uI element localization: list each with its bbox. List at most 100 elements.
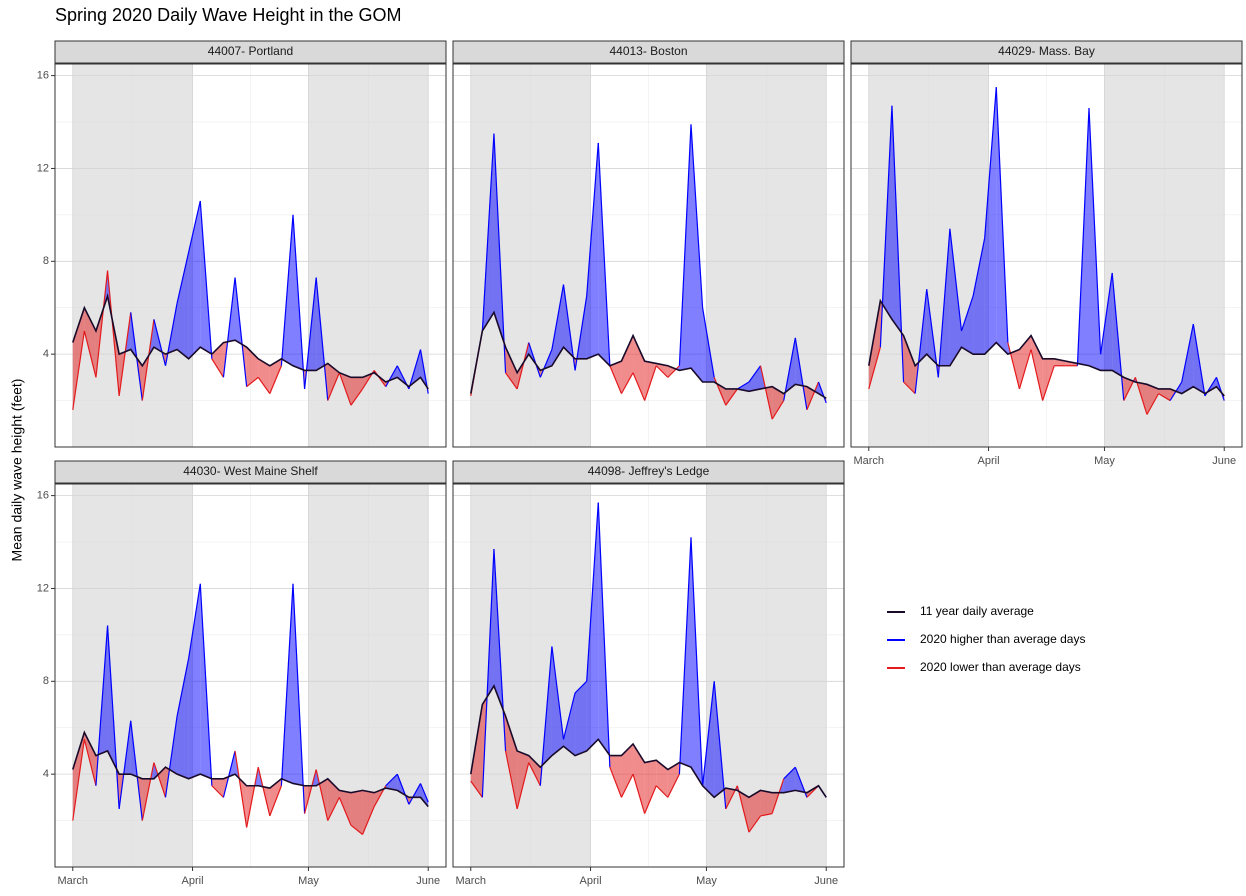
difference-area	[621, 335, 634, 394]
difference-area	[505, 347, 518, 389]
difference-area	[385, 774, 398, 791]
line-2020	[385, 773, 398, 787]
y-tick-label: 16	[37, 70, 49, 82]
line-2020	[315, 277, 329, 401]
difference-area	[1054, 358, 1066, 366]
difference-area	[903, 335, 916, 394]
line-2020	[269, 365, 282, 394]
line-2020	[153, 319, 167, 366]
strip-title: 44030- West Maine Shelf	[183, 464, 318, 478]
line-2020	[246, 376, 259, 388]
line-2020	[972, 237, 986, 297]
difference-area	[783, 767, 796, 793]
difference-area	[327, 363, 340, 401]
difference-area	[973, 238, 985, 355]
line-2020	[586, 502, 599, 682]
line-2020	[891, 105, 905, 383]
line-2020	[505, 372, 518, 390]
difference-area	[748, 790, 761, 833]
line-2020	[879, 105, 893, 348]
line-2020	[83, 739, 97, 786]
line-2020	[868, 347, 881, 390]
strip	[452, 40, 845, 64]
line-2020	[620, 773, 634, 798]
line-2020	[481, 548, 495, 798]
line-2020	[106, 625, 120, 810]
line-2020	[1076, 108, 1090, 366]
line-2020	[736, 785, 750, 833]
line-2020	[771, 400, 785, 420]
strip-title: 44029- Mass. Bay	[998, 44, 1095, 58]
line-2020	[539, 646, 553, 786]
x-tick-label: April	[580, 875, 602, 887]
line-2020	[269, 785, 282, 817]
x-tick-label: April	[978, 455, 1000, 467]
line-2020	[949, 228, 963, 332]
line-2020	[470, 780, 483, 798]
line-2020	[361, 806, 375, 835]
line-2020	[176, 657, 190, 717]
line-2020	[72, 739, 85, 821]
line-2020	[903, 381, 916, 395]
line-2020	[1146, 393, 1160, 415]
panel-border	[452, 63, 845, 448]
y-tick-label: 12	[37, 162, 49, 174]
line-2020	[396, 773, 410, 805]
difference-area	[470, 704, 483, 798]
line-2020	[327, 797, 340, 821]
difference-area	[586, 502, 599, 751]
difference-area	[1158, 388, 1171, 401]
line-2020	[350, 388, 364, 406]
strip-title: 44098- Jeffrey's Ledge	[588, 464, 710, 478]
y-tick-label: 12	[37, 582, 49, 594]
difference-area	[505, 716, 518, 809]
line-2020	[1111, 272, 1125, 401]
difference-area	[1019, 335, 1032, 389]
strip	[452, 460, 845, 484]
line-2020	[338, 372, 352, 406]
line-2020	[690, 124, 704, 308]
line-2020	[350, 824, 363, 835]
line-2020	[562, 692, 576, 740]
line-2020	[667, 365, 680, 378]
strip-title: 44007- Portland	[208, 44, 293, 58]
y-tick-label: 8	[43, 255, 49, 267]
line-2020	[737, 381, 750, 390]
line-2020	[211, 785, 224, 798]
y-tick-label: 4	[43, 768, 49, 780]
line-2020	[620, 372, 634, 394]
difference-area	[350, 377, 363, 406]
line-2020	[678, 124, 692, 366]
line-2020	[632, 372, 646, 401]
line-2020	[713, 681, 727, 810]
line-2020	[118, 312, 132, 397]
line-2020	[257, 767, 271, 817]
line-2020	[574, 680, 588, 694]
line-2020	[304, 769, 317, 814]
line-2020	[597, 142, 611, 366]
line-2020	[528, 762, 541, 787]
difference-area	[760, 790, 773, 816]
line-2020	[106, 270, 120, 396]
difference-area	[621, 743, 634, 798]
line-2020	[188, 583, 201, 659]
panel-border	[452, 483, 845, 868]
legend-label: 2020 higher than average days	[920, 632, 1085, 646]
line-2020	[644, 785, 657, 814]
x-tick-label: June	[1212, 455, 1236, 467]
line-2020	[771, 778, 785, 814]
line-2020	[926, 289, 939, 378]
x-tick-label: March	[57, 875, 88, 887]
line-2020	[678, 537, 692, 775]
line-2020	[597, 502, 611, 768]
difference-area	[246, 347, 259, 387]
line-2020	[783, 337, 796, 401]
difference-area	[339, 790, 351, 826]
line-2020	[280, 214, 294, 366]
x-tick-label: May	[1094, 455, 1115, 467]
strip	[850, 40, 1243, 64]
line-2020	[1018, 349, 1032, 390]
line-2020	[783, 766, 796, 780]
line-2020	[609, 365, 623, 394]
